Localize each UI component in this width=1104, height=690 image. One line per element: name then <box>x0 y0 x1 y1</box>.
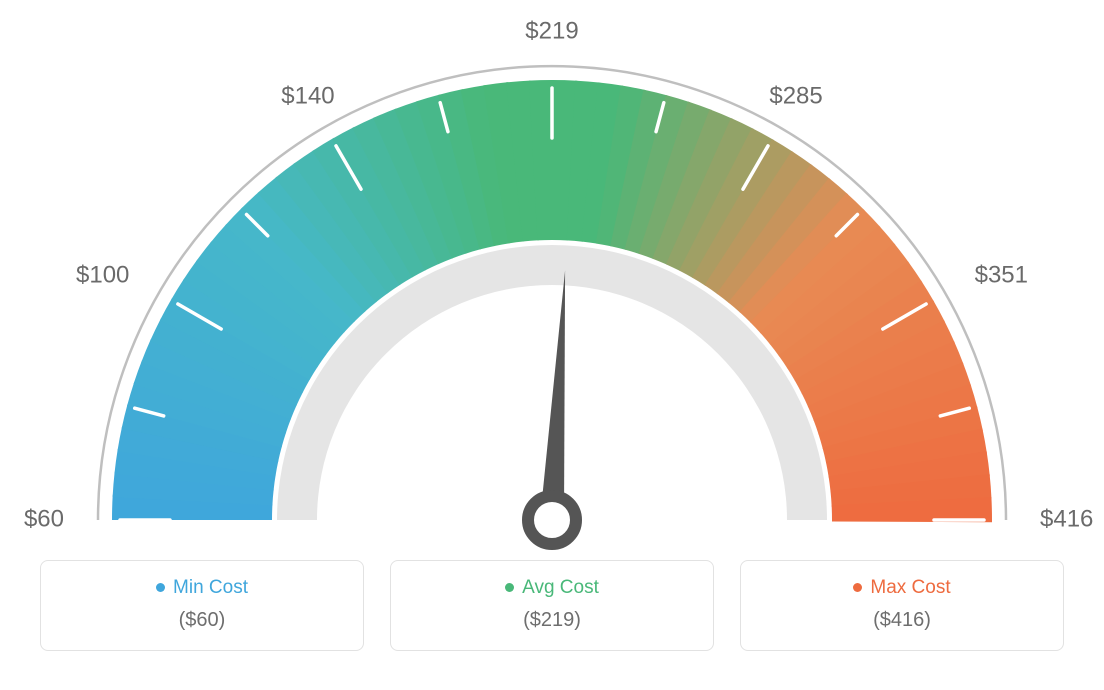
max-cost-label: Max Cost <box>741 577 1063 599</box>
svg-text:$60: $60 <box>24 505 64 532</box>
svg-text:$140: $140 <box>281 83 334 110</box>
min-label-text: Min Cost <box>173 577 248 598</box>
max-cost-value: ($416) <box>741 609 1063 632</box>
max-label-text: Max Cost <box>870 577 950 598</box>
avg-cost-label: Avg Cost <box>391 577 713 599</box>
gauge-svg: $60 $100 $140 $219 $285 $351 $416 <box>0 0 1104 560</box>
avg-cost-card: Avg Cost ($219) <box>390 560 714 651</box>
svg-text:$100: $100 <box>76 261 129 288</box>
cost-gauge-figure: $60 $100 $140 $219 $285 $351 $416 Min Cost ($6… <box>0 0 1104 690</box>
max-dot-icon <box>853 583 862 592</box>
min-cost-label: Min Cost <box>41 577 363 599</box>
gauge-area: $60 $100 $140 $219 $285 $351 $416 <box>0 0 1104 560</box>
legend-cards: Min Cost ($60) Avg Cost ($219) Max Cost … <box>0 560 1104 651</box>
min-cost-card: Min Cost ($60) <box>40 560 364 651</box>
svg-text:$285: $285 <box>769 83 822 110</box>
svg-text:$351: $351 <box>975 261 1028 288</box>
min-cost-value: ($60) <box>41 609 363 632</box>
svg-text:$219: $219 <box>525 17 578 44</box>
svg-text:$416: $416 <box>1040 505 1093 532</box>
min-dot-icon <box>156 583 165 592</box>
max-cost-card: Max Cost ($416) <box>740 560 1064 651</box>
avg-dot-icon <box>505 583 514 592</box>
avg-label-text: Avg Cost <box>522 577 599 598</box>
avg-cost-value: ($219) <box>391 609 713 632</box>
